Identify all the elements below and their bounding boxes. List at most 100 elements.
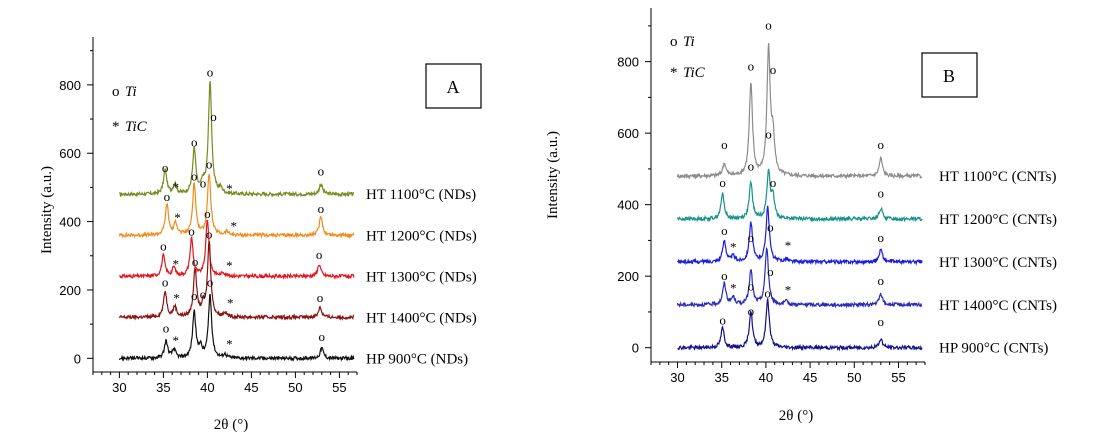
- legend-ti-label: Ti: [683, 34, 695, 50]
- ti-peak-marker: o: [318, 163, 325, 178]
- series-label: HT 1100°C (NDs): [366, 187, 476, 203]
- y-tick-label: 800: [617, 55, 639, 70]
- tic-peak-marker: *: [785, 282, 792, 297]
- ti-peak-marker: o: [721, 137, 728, 152]
- series-label: HT 1100°C (CNTs): [939, 169, 1056, 185]
- ti-peak-marker: o: [317, 290, 324, 305]
- series-label: HP 900°C (NDs): [366, 351, 468, 367]
- ti-peak-marker: o: [770, 62, 777, 77]
- ti-peak-marker: o: [767, 264, 774, 279]
- ti-peak-marker: o: [748, 304, 755, 319]
- ti-peak-marker: o: [164, 189, 171, 204]
- series-line: [118, 293, 355, 362]
- tic-peak-marker: *: [172, 256, 179, 271]
- panel-label-box: [425, 63, 482, 109]
- series-label-layer: HT 1100°C (CNTs) HT 1200°C (CNTs) HT 1300°…: [939, 169, 1057, 357]
- ti-peak-marker: o: [200, 287, 207, 302]
- ti-peak-marker: o: [207, 64, 214, 79]
- ti-peak-marker: o: [191, 134, 198, 149]
- y-tick-label: 800: [59, 78, 81, 93]
- series-line: [676, 42, 923, 180]
- y-tick-label: 400: [617, 198, 639, 213]
- tic-peak-marker: *: [172, 333, 179, 348]
- series-label: HT 1200°C (NDs): [366, 228, 477, 244]
- y-tick-label: 400: [59, 215, 81, 230]
- ti-peak-marker: o: [210, 109, 217, 124]
- ti-peak-marker: o: [764, 286, 771, 301]
- tic-peak-marker: *: [730, 240, 737, 255]
- ti-peak-marker: o: [204, 206, 211, 221]
- series-line: [676, 168, 923, 223]
- x-tick-label: 55: [332, 380, 346, 395]
- series-layer: [676, 42, 923, 352]
- ti-peak-marker: o: [191, 288, 198, 303]
- series-label: HT 1400°C (CNTs): [939, 298, 1057, 314]
- legend: o Ti * TiC: [670, 34, 706, 81]
- tic-peak-marker: *: [226, 337, 233, 352]
- ti-peak-marker: o: [207, 275, 214, 290]
- panel-label: A: [447, 77, 460, 97]
- series-line: [677, 205, 923, 266]
- x-tick-label: 40: [759, 370, 773, 385]
- x-axis-title: 2θ (°): [214, 417, 248, 433]
- legend: o Ti * TiC: [112, 84, 148, 135]
- series-line: [119, 80, 354, 198]
- x-tick-label: 55: [891, 370, 905, 385]
- y-tick-label: 0: [74, 351, 81, 366]
- axes: 30 35 40 45 50 55 0 200 400 600 800: [59, 37, 358, 395]
- ti-peak-marker: o: [206, 157, 213, 172]
- ti-peak-marker: o: [748, 159, 755, 174]
- tic-peak-marker: *: [730, 281, 737, 296]
- ti-peak-marker: o: [319, 329, 326, 344]
- x-tick-label: 40: [200, 380, 214, 395]
- tic-peak-marker: *: [174, 210, 181, 225]
- legend-tic-symbol: *: [112, 119, 120, 135]
- panel-label: B: [943, 66, 955, 86]
- ti-peak-marker: o: [719, 312, 726, 327]
- ti-peak-marker: o: [765, 17, 772, 32]
- series-label: HT 1200°C (CNTs): [939, 212, 1057, 228]
- x-tick-label: 30: [670, 370, 684, 385]
- tic-peak-marker: *: [227, 296, 234, 311]
- ti-peak-marker: o: [878, 314, 885, 329]
- series-label: HT 1300°C (CNTs): [939, 255, 1057, 271]
- tic-peak-marker: *: [226, 258, 233, 273]
- ti-peak-marker: o: [765, 127, 772, 142]
- ti-peak-marker: o: [878, 230, 885, 245]
- series-line: [118, 174, 355, 240]
- legend-tic-symbol: *: [670, 65, 678, 81]
- series-label: HT 1300°C (NDs): [366, 269, 477, 285]
- ti-peak-marker: o: [162, 275, 169, 290]
- ti-peak-marker: o: [719, 175, 726, 190]
- tic-peak-marker: *: [785, 238, 792, 253]
- panel-label-box: [921, 52, 978, 98]
- x-tick-label: 35: [156, 380, 170, 395]
- y-tick-label: 600: [617, 126, 639, 141]
- y-tick-label: 600: [59, 146, 81, 161]
- ti-peak-marker: o: [163, 321, 170, 336]
- ti-peak-marker: o: [188, 223, 195, 238]
- y-tick-label: 200: [617, 269, 639, 284]
- y-tick-label: 0: [632, 341, 639, 356]
- axes: 30 35 40 45 50 55 0 200 400 600 800: [617, 8, 926, 385]
- ti-peak-marker: o: [721, 268, 728, 283]
- series-line: [118, 240, 355, 321]
- x-tick-label: 50: [288, 380, 302, 395]
- legend-ti-label: Ti: [125, 84, 137, 100]
- series-label: HT 1400°C (NDs): [366, 310, 477, 326]
- tic-peak-marker: *: [226, 181, 233, 196]
- ti-peak-marker: o: [721, 223, 728, 238]
- x-tick-label: 50: [847, 370, 861, 385]
- ti-peak-marker: o: [767, 219, 774, 234]
- series-line: [676, 246, 923, 309]
- legend-ti-symbol: o: [112, 84, 120, 100]
- ti-peak-marker: o: [878, 186, 885, 201]
- ti-peak-marker: o: [191, 169, 198, 184]
- ti-peak-marker: o: [200, 175, 207, 190]
- ti-peak-marker: o: [316, 247, 323, 262]
